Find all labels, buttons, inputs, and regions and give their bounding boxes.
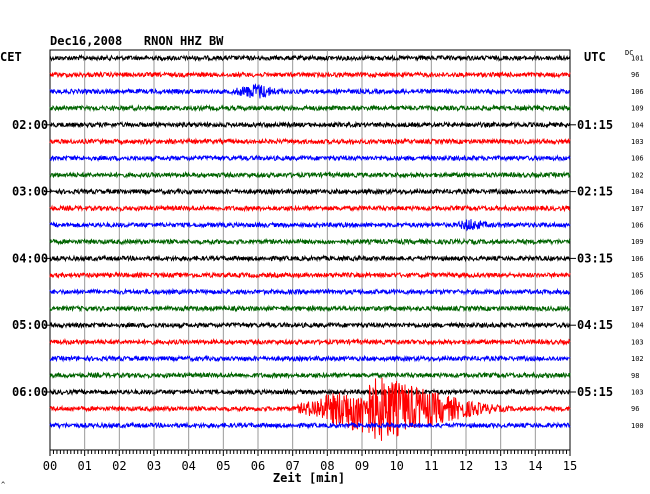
x-tick-label: 03 — [147, 459, 161, 473]
seismic-trace — [49, 137, 571, 146]
seismic-trace — [49, 321, 571, 330]
seismic-trace — [49, 204, 571, 213]
seismic-trace — [49, 271, 571, 280]
x-tick-label: 11 — [424, 459, 438, 473]
seismic-trace — [49, 120, 571, 129]
dc-offset-value: 103 — [631, 138, 644, 146]
dc-offset-value: 104 — [631, 188, 644, 196]
seismic-trace — [49, 421, 571, 430]
x-tick-label: 07 — [285, 459, 299, 473]
seismic-trace — [49, 377, 571, 441]
x-tick-label: 12 — [459, 459, 473, 473]
seismic-trace — [49, 53, 571, 62]
x-tick-label: 15 — [563, 459, 577, 473]
x-tick-label: 00 — [43, 459, 57, 473]
seismic-trace — [49, 104, 571, 113]
right-time-label: 05:15 — [577, 385, 613, 399]
minute-grid — [84, 50, 536, 450]
seismic-trace — [49, 337, 571, 347]
x-axis: 00 01 02 03 04 05 06 07 08 09 10 11 12 13 14 15 — [43, 450, 577, 473]
left-time-label: 03:00 — [12, 185, 48, 199]
dc-offset-header: DC — [625, 49, 633, 57]
dc-offset-value: 109 — [631, 238, 644, 246]
x-tick-label: 01 — [77, 459, 91, 473]
dc-offset-value: 104 — [631, 322, 644, 330]
left-time-labels: 02:00 03:00 04:00 05:00 06:00 — [12, 118, 50, 399]
dc-offset-value: 106 — [631, 288, 644, 296]
dc-offset-value: 104 — [631, 121, 644, 129]
seismic-trace — [49, 287, 571, 296]
seismic-trace — [49, 187, 571, 196]
left-time-label: 05:00 — [12, 318, 48, 332]
footnote-mark: ^ — [1, 481, 5, 489]
seismic-trace — [49, 237, 571, 246]
dc-offset-value: 109 — [631, 105, 644, 113]
x-axis-label: Zeit [min] — [273, 471, 345, 485]
dc-offset-value: 106 — [631, 222, 644, 230]
right-timezone-header: UTC — [584, 50, 606, 64]
dc-offset-value: 106 — [631, 155, 644, 163]
right-time-label: 01:15 — [577, 118, 613, 132]
left-timezone-header: CET — [0, 50, 22, 64]
x-tick-label: 08 — [320, 459, 334, 473]
x-tick-label: 13 — [493, 459, 507, 473]
dc-offset-value: 100 — [631, 422, 644, 430]
dc-offset-value: 96 — [631, 71, 639, 79]
seismic-trace — [49, 304, 571, 313]
seismic-trace — [49, 354, 571, 363]
left-time-label: 06:00 — [12, 385, 48, 399]
dc-offset-value: 106 — [631, 88, 644, 96]
dc-offset-value: 103 — [631, 389, 644, 397]
left-time-label: 02:00 — [12, 118, 48, 132]
seismic-trace — [49, 154, 571, 163]
dc-offset-value: 98 — [631, 372, 639, 380]
seismic-trace — [49, 219, 571, 232]
dc-offset-value: 101 — [631, 55, 644, 63]
seismic-trace — [49, 170, 571, 180]
right-time-label: 04:15 — [577, 318, 613, 332]
x-tick-label: 06 — [251, 459, 265, 473]
seismic-trace — [49, 83, 570, 99]
dc-offset-labels: 101 96 106 109 104 103 106 102 104 107 106 109 106 10… — [631, 55, 644, 430]
x-tick-label: 10 — [389, 459, 403, 473]
x-tick-label: 04 — [181, 459, 195, 473]
right-time-label: 03:15 — [577, 251, 613, 265]
x-tick-label: 05 — [216, 459, 230, 473]
right-time-label: 02:15 — [577, 185, 613, 199]
left-time-label: 04:00 — [12, 251, 48, 265]
dc-offset-value: 105 — [631, 272, 644, 280]
seismic-trace — [49, 70, 571, 79]
x-tick-label: 14 — [528, 459, 542, 473]
seismic-trace — [49, 388, 571, 396]
dc-offset-value: 96 — [631, 405, 639, 413]
x-tick-label: 09 — [355, 459, 369, 473]
seismic-trace — [49, 254, 571, 263]
dc-offset-value: 107 — [631, 205, 644, 213]
dc-offset-value: 107 — [631, 305, 644, 313]
x-tick-label: 02 — [112, 459, 126, 473]
dc-offset-value: 102 — [631, 171, 644, 179]
dc-offset-value: 106 — [631, 255, 644, 263]
dc-offset-value: 103 — [631, 338, 644, 346]
right-time-labels: 01:15 02:15 03:15 04:15 05:15 — [570, 118, 613, 399]
seismic-trace — [49, 371, 571, 380]
seismic-traces — [49, 53, 571, 441]
chart-title: Dec16,2008 RNON HHZ BW — [50, 34, 224, 48]
dc-offset-value: 102 — [631, 355, 644, 363]
